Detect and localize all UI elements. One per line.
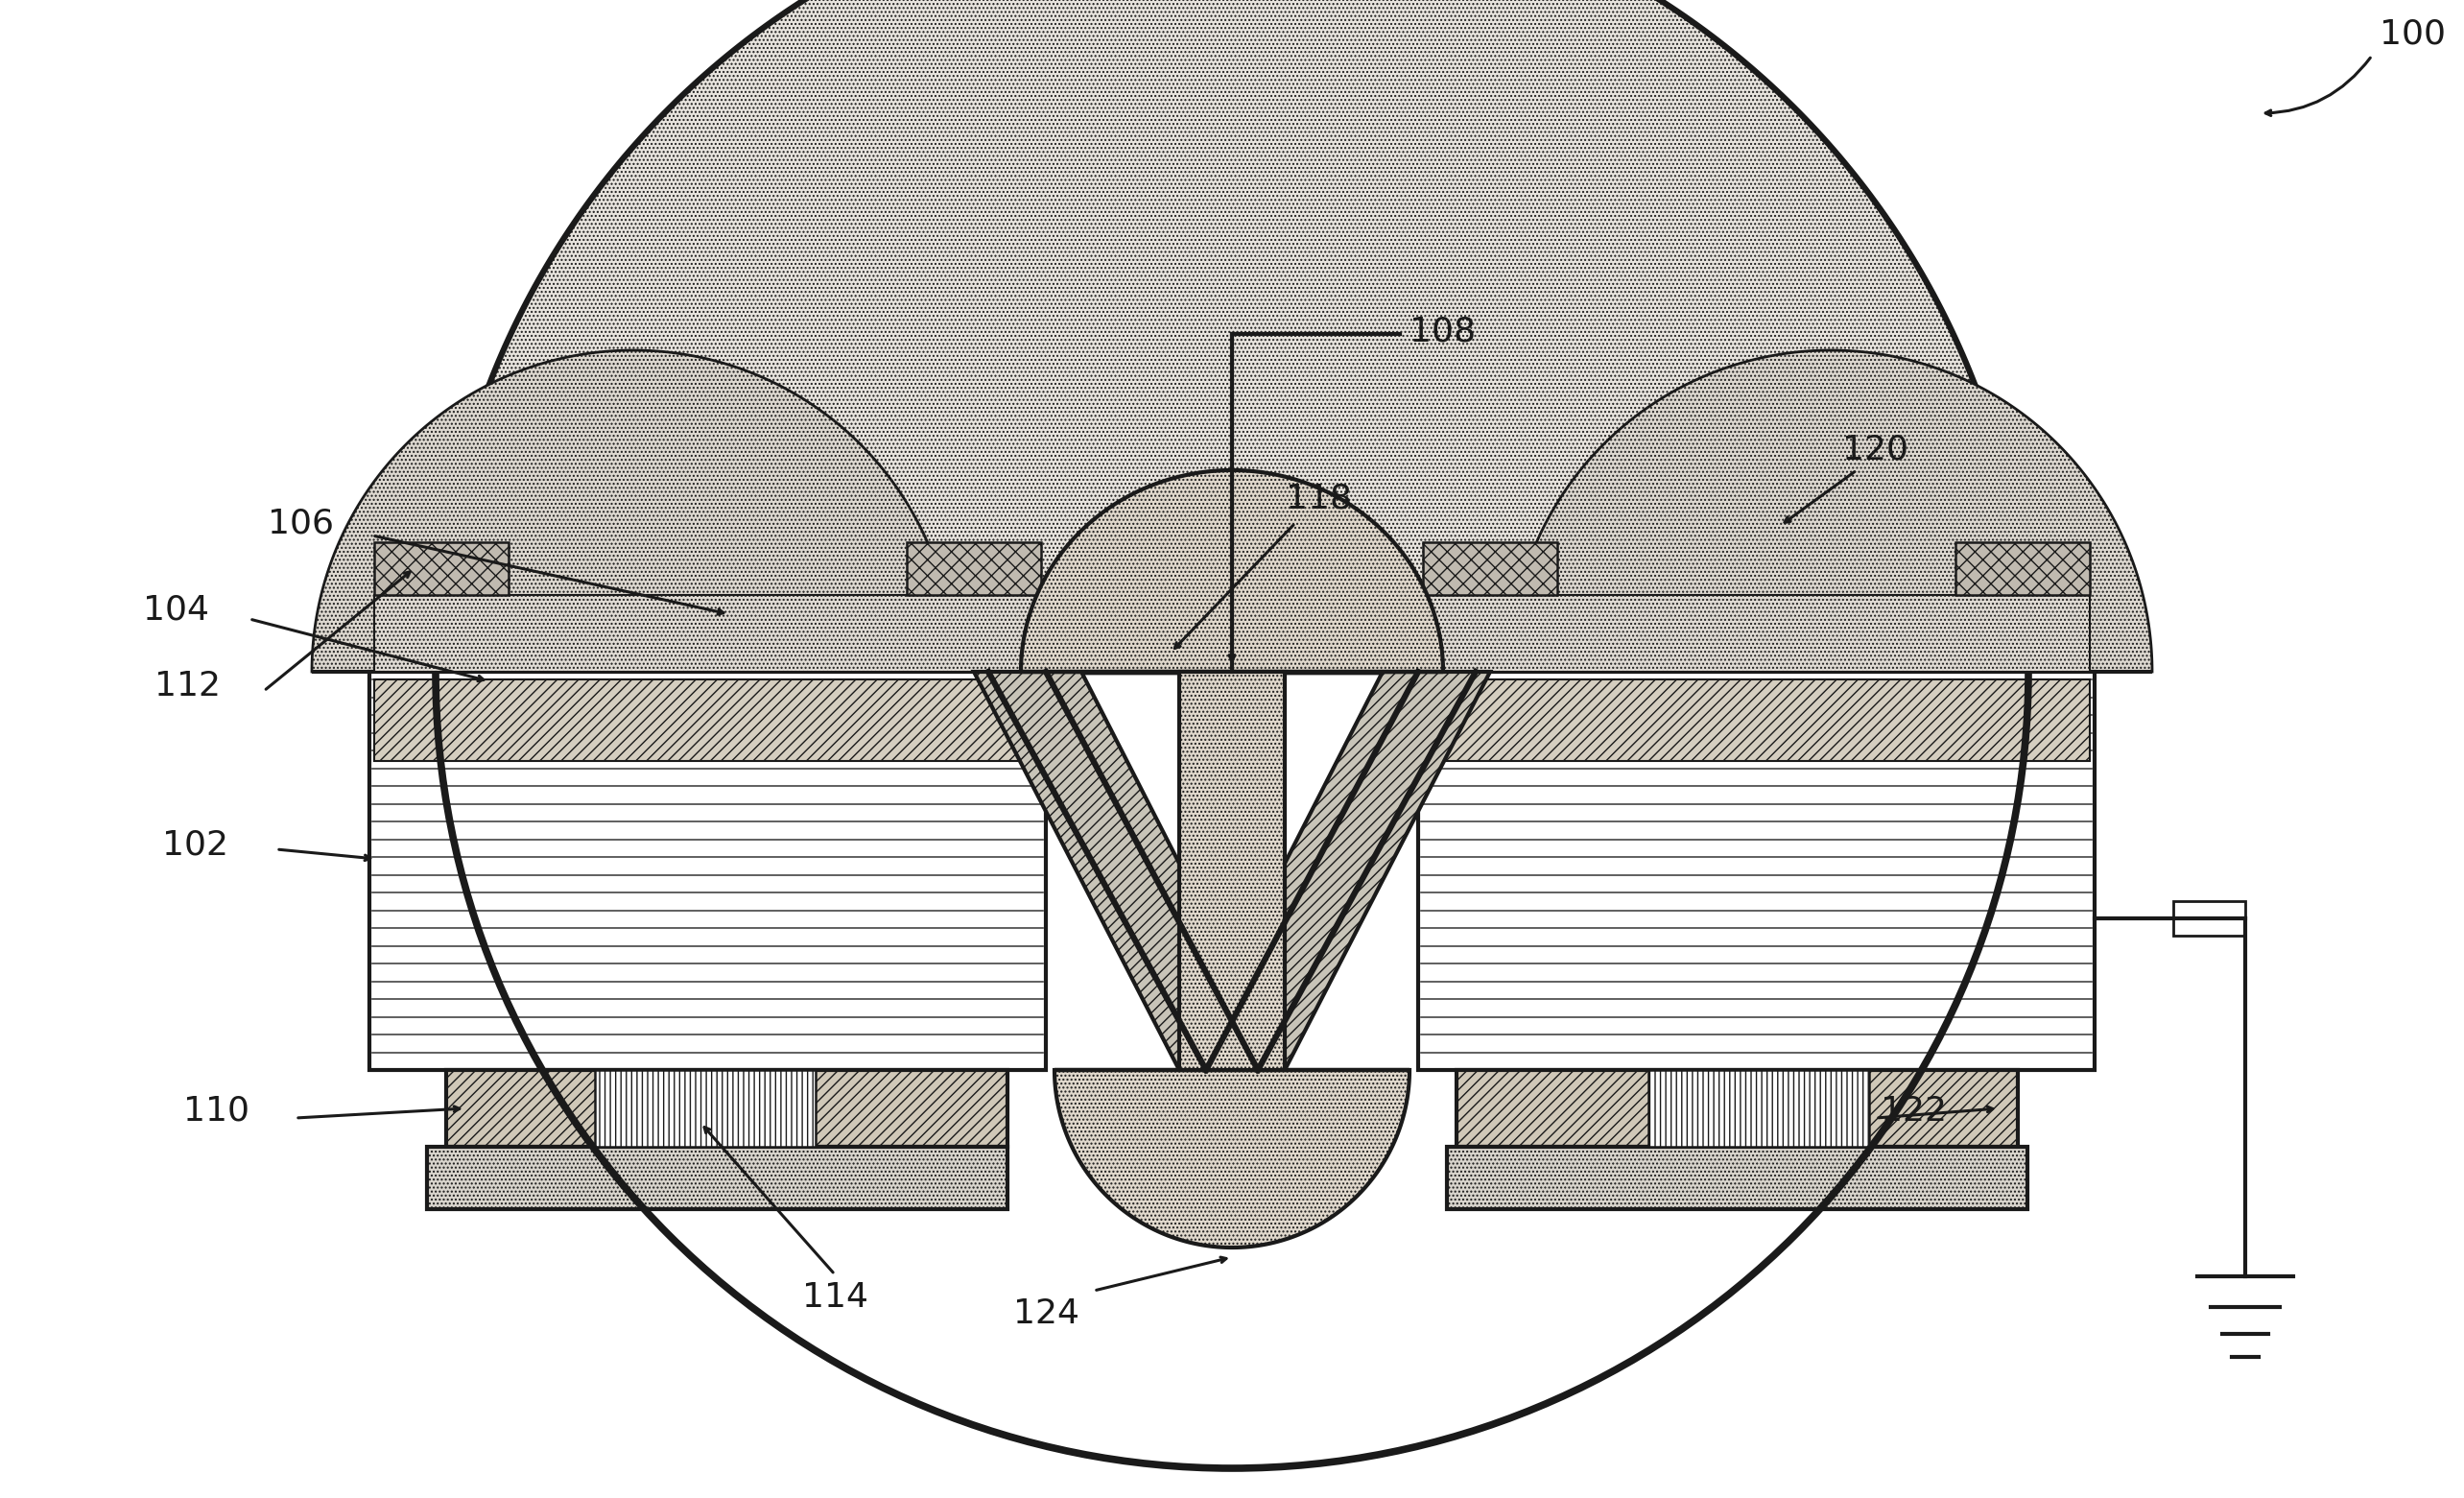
- Text: 124: 124: [1013, 1297, 1079, 1330]
- Polygon shape: [1180, 671, 1491, 1070]
- Bar: [1446, 1147, 2028, 1209]
- Bar: [1422, 595, 2089, 671]
- Bar: [370, 671, 1045, 1070]
- Text: 102: 102: [163, 828, 229, 861]
- Polygon shape: [1510, 351, 2151, 671]
- Polygon shape: [973, 671, 1284, 1070]
- Bar: [375, 542, 508, 595]
- Text: 104: 104: [143, 593, 209, 626]
- Bar: [1422, 680, 2089, 761]
- Bar: [375, 680, 1042, 761]
- Polygon shape: [1020, 470, 1444, 671]
- Text: 114: 114: [801, 1281, 867, 1314]
- Bar: [594, 1070, 816, 1147]
- Bar: [446, 1070, 1008, 1147]
- Text: 110: 110: [182, 1095, 249, 1128]
- Bar: [375, 595, 1042, 671]
- Text: 120: 120: [1843, 433, 1910, 466]
- Bar: [2173, 902, 2245, 936]
- Text: 118: 118: [1286, 482, 1353, 515]
- Text: 112: 112: [155, 670, 222, 703]
- Bar: [1956, 542, 2089, 595]
- Bar: [426, 1147, 1008, 1209]
- Polygon shape: [1055, 1070, 1409, 1248]
- Bar: [1419, 671, 2094, 1070]
- Bar: [1648, 1070, 1870, 1147]
- Bar: [1180, 671, 1284, 1070]
- Text: 100: 100: [2380, 18, 2447, 49]
- Text: 108: 108: [1409, 315, 1476, 348]
- Polygon shape: [436, 0, 2028, 671]
- Text: 122: 122: [1880, 1095, 1947, 1128]
- Polygon shape: [313, 351, 954, 671]
- Bar: [907, 542, 1042, 595]
- Bar: [1456, 1070, 2018, 1147]
- Text: 106: 106: [269, 506, 335, 539]
- Bar: [1422, 542, 1557, 595]
